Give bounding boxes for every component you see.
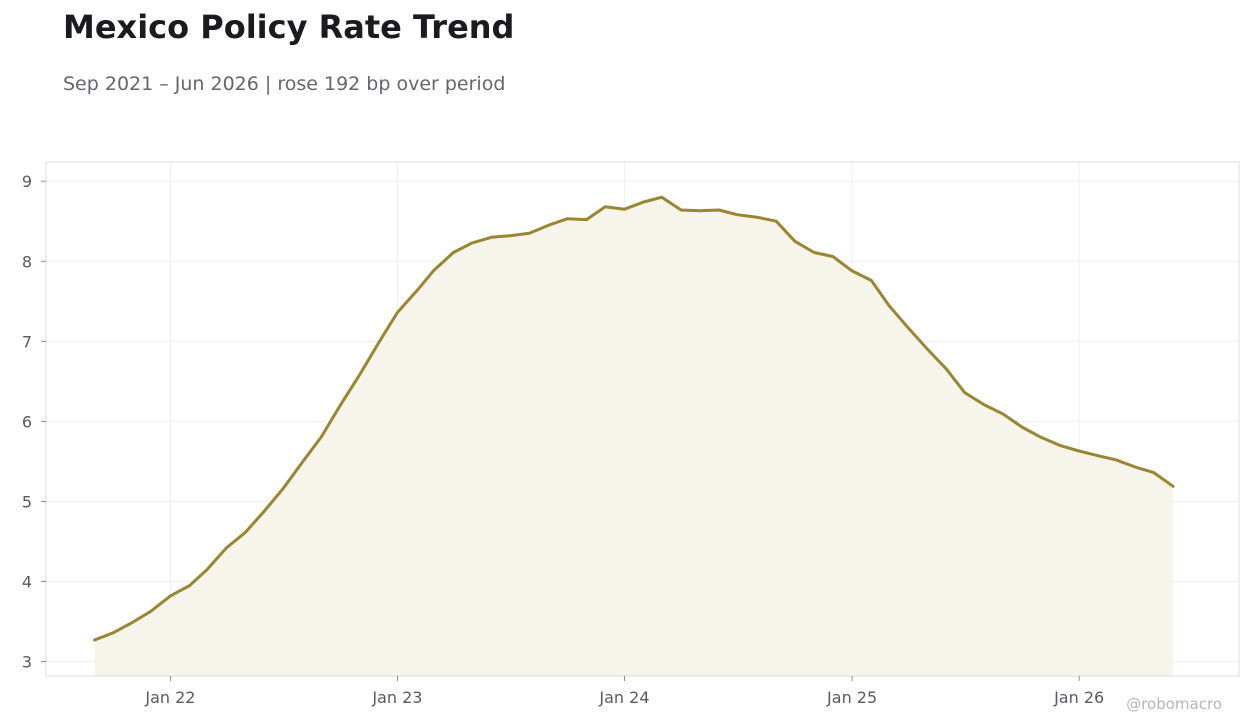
area-layer [94, 197, 1174, 676]
line-layer [93, 195, 1175, 642]
y-tick-label: 6 [22, 412, 32, 431]
x-tick-label: Jan 24 [598, 688, 649, 707]
y-tick-label: 3 [22, 653, 32, 672]
credit-watermark: @robomacro [1126, 695, 1222, 713]
y-tick-label: 7 [22, 332, 32, 351]
chart-title: Mexico Policy Rate Trend [63, 8, 515, 46]
x-tick-label: Jan 22 [144, 688, 195, 707]
rate-area-fill [94, 197, 1174, 676]
y-tick-label: 4 [22, 573, 32, 592]
frame-layer [45, 161, 1240, 677]
y-tick-label: 9 [22, 172, 32, 191]
plot-frame [45, 161, 1240, 677]
x-axis: Jan 22 Jan 23 Jan 24 Jan 25 Jan 26 [144, 676, 1104, 707]
x-tick-label: Jan 25 [826, 688, 877, 707]
x-tick-label: Jan 26 [1053, 688, 1104, 707]
x-tick-label: Jan 23 [371, 688, 422, 707]
y-axis: 3 4 5 6 7 8 9 [22, 172, 46, 672]
chart-subtitle: Sep 2021 – Jun 2026 | rose 192 bp over p… [63, 73, 506, 95]
y-tick-label: 8 [22, 252, 32, 271]
y-tick-label: 5 [22, 492, 32, 511]
rate-series-line [93, 195, 1175, 642]
